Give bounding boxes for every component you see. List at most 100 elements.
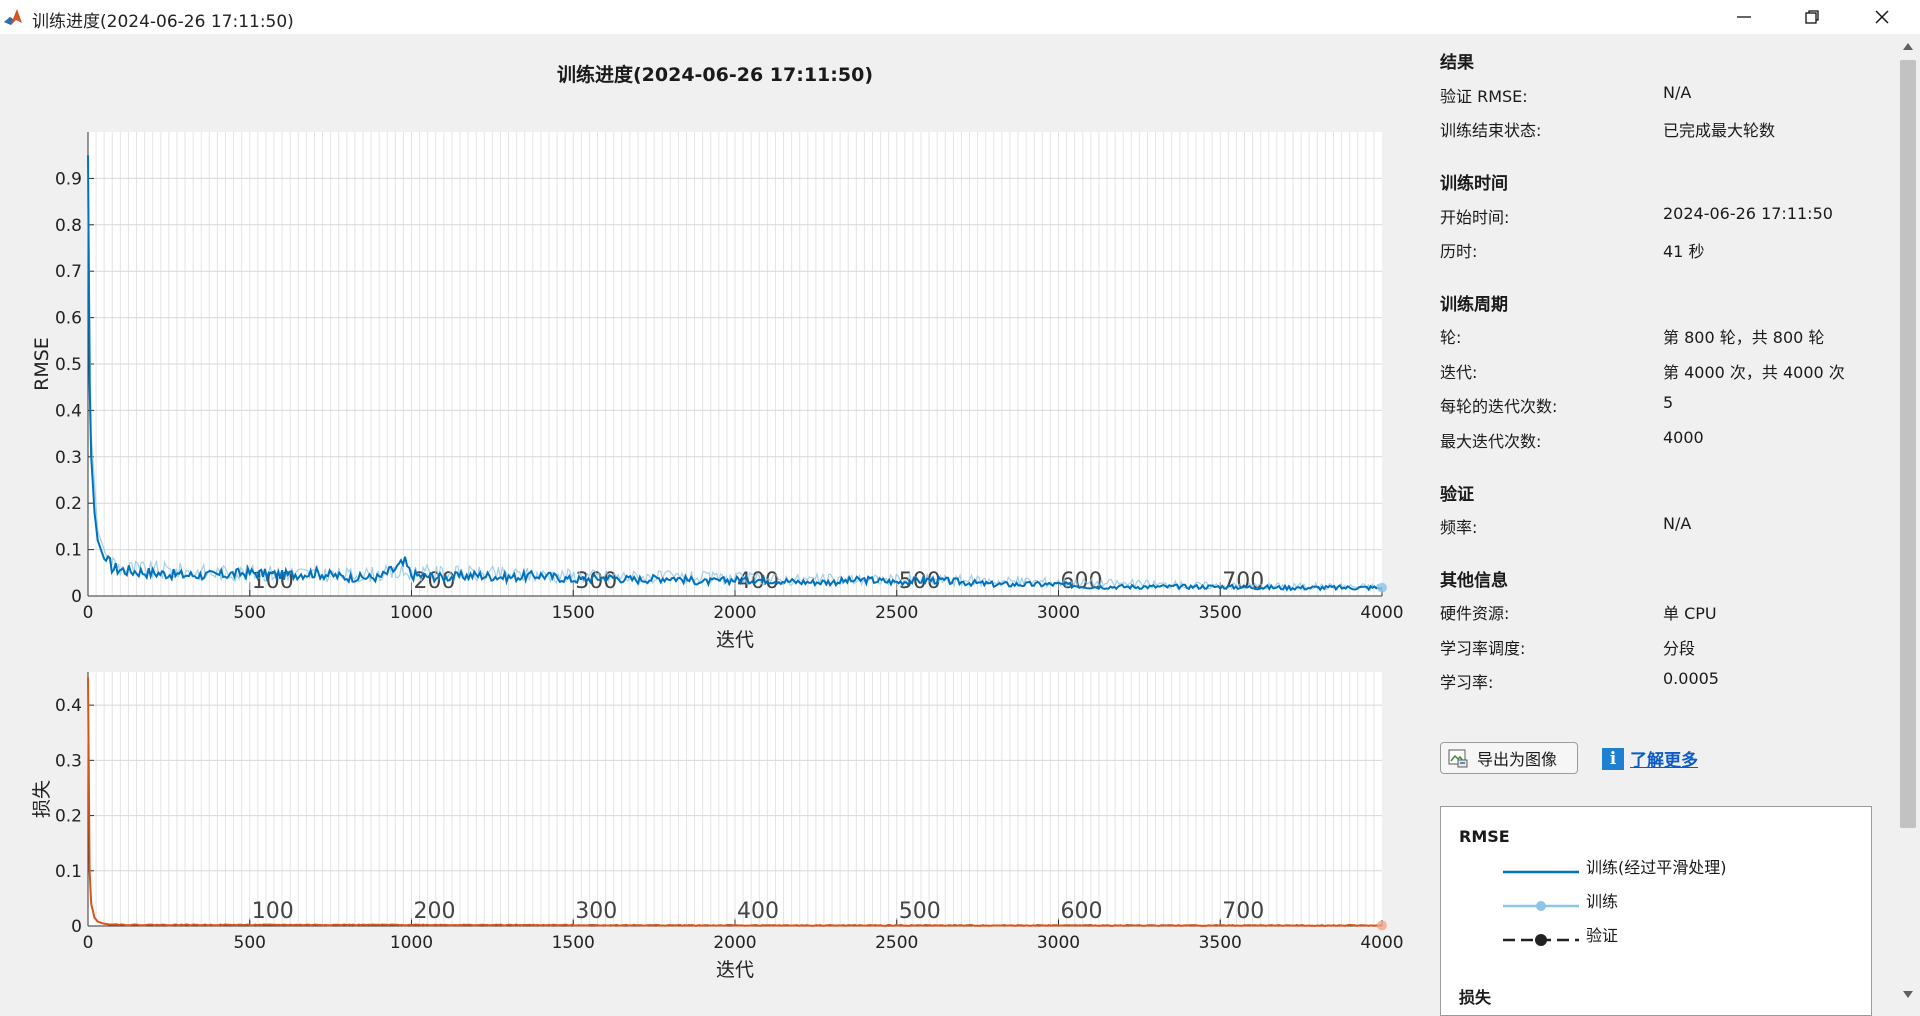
max-iter-label: 最大迭代次数: <box>1440 432 1542 451</box>
scroll-up-icon[interactable] <box>1902 42 1914 52</box>
cycle-section-title: 训练周期 <box>1440 295 1508 315</box>
info-panel: 结果 验证 RMSE: N/A 训练结束状态: 已完成最大轮数 训练时间 开始时… <box>1428 34 1898 1016</box>
learn-more-link[interactable]: i 了解更多 <box>1602 746 1698 771</box>
series-end-marker <box>1377 920 1387 931</box>
scroll-thumb[interactable] <box>1900 60 1916 828</box>
x-axis-label: 迭代 <box>716 959 754 981</box>
y-tick-label: 0 <box>71 917 82 937</box>
lr-schedule-label: 学习率调度: <box>1440 639 1526 658</box>
x-tick-label: 500 <box>234 603 266 623</box>
training-plots: 100 200 300 400 500 600 700 0 500 1000 1500 2000 250… <box>31 132 1404 981</box>
x-tick-label: 3500 <box>1199 933 1242 953</box>
y-axis-label: RMSE <box>31 337 53 391</box>
y-tick-label: 0.4 <box>55 696 82 716</box>
iteration-value: 第 4000 次，共 4000 次 <box>1663 363 1845 382</box>
scroll-down-icon[interactable] <box>1902 989 1914 999</box>
x-axis-label: 迭代 <box>716 629 754 651</box>
y-tick-label: 0.1 <box>55 541 82 561</box>
lr-schedule-value: 分段 <box>1663 639 1696 658</box>
y-tick-label: 0.7 <box>55 262 82 282</box>
legend-smoothed-label: 训练(经过平滑处理) <box>1586 858 1727 877</box>
epoch-label: 700 <box>1222 569 1264 594</box>
x-tick-label: 0 <box>83 603 94 623</box>
iteration-label: 迭代: <box>1440 363 1478 382</box>
restore-button[interactable] <box>1778 0 1846 34</box>
y-tick-label: 0.2 <box>55 807 82 827</box>
x-tick-label: 1000 <box>390 933 433 953</box>
export-image-button[interactable]: 导出为图像 <box>1440 742 1578 774</box>
plot-title: 训练进度(2024-06-26 17:11:50) <box>556 64 874 86</box>
series-line-rmse <box>87 155 1383 592</box>
legend-loss-title: 损失 <box>1459 988 1492 1007</box>
end-status-label: 训练结束状态: <box>1440 121 1542 140</box>
y-tick-label: 0.3 <box>55 751 82 771</box>
x-tick-label: 1000 <box>390 603 433 623</box>
series-line-loss <box>87 677 1383 927</box>
other-section-title: 其他信息 <box>1440 571 1508 591</box>
epoch-label: 300 <box>575 899 617 924</box>
x-tick-label: 3000 <box>1037 933 1080 953</box>
legend-validation-line <box>1503 934 1579 946</box>
x-tick-label: 2000 <box>713 933 756 953</box>
max-iter-value: 4000 <box>1663 428 1704 447</box>
hardware-label: 硬件资源: <box>1440 604 1510 623</box>
series-end-marker <box>1377 582 1387 593</box>
legend-validation-label: 验证 <box>1586 926 1619 945</box>
x-tick-label: 3500 <box>1199 603 1242 623</box>
panel-scrollbar[interactable] <box>1896 34 1920 1010</box>
legend-smoothed-line <box>1503 870 1579 874</box>
validation-section-title: 验证 <box>1440 485 1474 505</box>
frequency-value: N/A <box>1663 514 1692 533</box>
start-time-label: 开始时间: <box>1440 208 1510 227</box>
hardware-value: 单 CPU <box>1663 604 1717 623</box>
x-tick-label: 500 <box>234 933 266 953</box>
y-tick-label: 0 <box>71 587 82 607</box>
minimize-button[interactable] <box>1710 0 1778 34</box>
x-tick-label: 2500 <box>875 603 918 623</box>
x-tick-label: 2500 <box>875 933 918 953</box>
epoch-label: 700 <box>1222 899 1264 924</box>
epoch-label: 200 <box>414 899 456 924</box>
iter-per-epoch-label: 每轮的迭代次数: <box>1440 397 1558 416</box>
results-section-title: 结果 <box>1440 53 1474 73</box>
restore-icon <box>1805 10 1819 24</box>
learning-rate-value: 0.0005 <box>1663 669 1719 688</box>
y-tick-label: 0.8 <box>55 216 82 236</box>
legend: RMSE 训练(经过平滑处理) 训练 验证 损失 <box>1440 806 1872 1016</box>
val-rmse-value: N/A <box>1663 83 1692 102</box>
y-tick-label: 0.1 <box>55 862 82 882</box>
epoch-label: 600 <box>1061 569 1103 594</box>
epoch-value: 第 800 轮，共 800 轮 <box>1663 328 1825 347</box>
end-status-value: 已完成最大轮数 <box>1663 121 1776 140</box>
epoch-label: 轮: <box>1440 328 1462 347</box>
iter-per-epoch-value: 5 <box>1663 393 1674 412</box>
y-tick-label: 0.6 <box>55 309 82 329</box>
legend-train-label: 训练 <box>1586 892 1619 911</box>
info-icon: i <box>1602 747 1624 770</box>
frequency-label: 频率: <box>1440 518 1478 537</box>
elapsed-value: 41 秒 <box>1663 242 1705 261</box>
y-tick-label: 0.3 <box>55 448 82 468</box>
y-axis-label: 损失 <box>31 780 53 818</box>
epoch-label: 600 <box>1061 899 1103 924</box>
legend-rmse-title: RMSE <box>1459 827 1510 846</box>
elapsed-label: 历时: <box>1440 242 1478 261</box>
x-tick-label: 0 <box>83 933 94 953</box>
close-button[interactable] <box>1848 0 1916 34</box>
x-tick-label: 1500 <box>552 933 595 953</box>
plot-area: 训练进度(2024-06-26 17:11:50) 100 200 300 400 50… <box>0 34 1420 1010</box>
start-time-value: 2024-06-26 17:11:50 <box>1663 204 1833 223</box>
epoch-label: 100 <box>252 899 294 924</box>
legend-train-line <box>1503 901 1579 911</box>
val-rmse-label: 验证 RMSE: <box>1440 87 1528 106</box>
time-section-title: 训练时间 <box>1440 174 1508 194</box>
learning-rate-label: 学习率: <box>1440 673 1494 692</box>
y-tick-label: 0.2 <box>55 494 82 514</box>
y-tick-label: 0.9 <box>55 169 82 189</box>
y-tick-label: 0.4 <box>55 401 82 421</box>
x-tick-label: 2000 <box>713 603 756 623</box>
title-bar: 训练进度(2024-06-26 17:11:50) <box>0 0 1920 34</box>
x-tick-label: 3000 <box>1037 603 1080 623</box>
series-line-rmse <box>87 155 1383 592</box>
epoch-label: 500 <box>899 899 941 924</box>
